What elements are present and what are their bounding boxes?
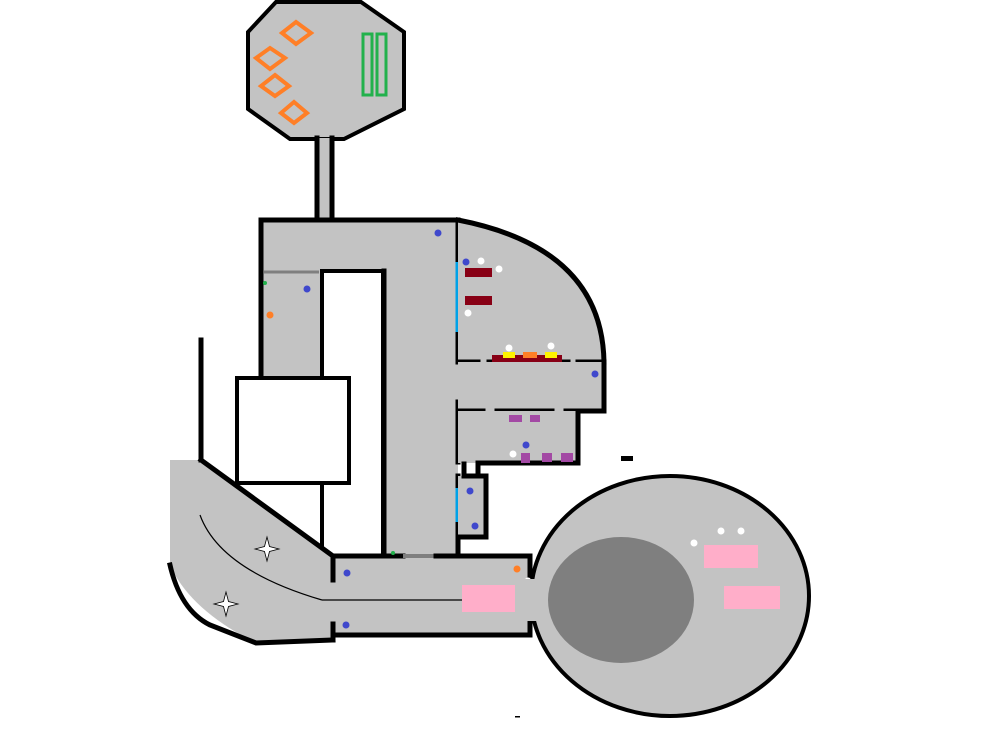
blue-dot-icon (342, 621, 350, 629)
blue-dot-icon (303, 285, 311, 293)
north-corridor (314, 135, 335, 223)
white-square-room (235, 376, 351, 485)
darkred-bar-icon (492, 355, 562, 363)
hexagon-room (246, 0, 406, 141)
orange-diamond-icon (277, 99, 311, 126)
purple-block-icon (530, 415, 540, 422)
white-dot-icon (547, 342, 555, 350)
orange-diamond-icon (252, 45, 289, 72)
east-annex (455, 359, 607, 414)
pink-block-icon (462, 585, 515, 612)
star-icon (212, 590, 240, 618)
blue-dot-icon (591, 370, 599, 378)
southwest-wedge (167, 337, 337, 646)
pink-block-icon (704, 545, 758, 568)
quarter-room (455, 217, 607, 365)
small-closet (455, 461, 489, 540)
white-dot-icon (509, 450, 517, 458)
green-bar-icon (361, 32, 374, 97)
blue-dot-icon (466, 487, 474, 495)
yellow-block-icon (503, 352, 515, 358)
orange-diamond-icon (278, 19, 315, 47)
darkred-bar-icon (465, 268, 492, 277)
orange-block-icon (523, 352, 537, 358)
pink-block-icon (724, 586, 780, 609)
blue-dot-icon (522, 441, 530, 449)
oval-arena (520, 474, 811, 718)
purple-block-icon (542, 453, 552, 462)
blue-dot-icon (343, 569, 351, 577)
purple-block-icon (561, 453, 573, 462)
orange-dot-icon (513, 565, 521, 573)
white-dot-icon (737, 527, 745, 535)
marker-icon (621, 456, 633, 461)
orange-diamond-icon (257, 72, 293, 99)
orange-dot-icon (266, 311, 274, 319)
white-dot-icon (690, 539, 698, 547)
white-dot-icon (477, 257, 485, 265)
south-corridor (322, 551, 533, 643)
purple-room (458, 408, 581, 479)
blue-dot-icon (462, 258, 470, 266)
central-pit (548, 537, 694, 663)
star-icon (253, 535, 281, 563)
purple-block-icon (521, 453, 530, 463)
darkred-bar-icon (465, 296, 492, 305)
green-bar-icon (375, 32, 388, 97)
blue-dot-icon (471, 522, 479, 530)
blue-dot-icon (434, 229, 442, 237)
marker-icon (515, 716, 520, 718)
white-dot-icon (495, 265, 503, 273)
yellow-block-icon (545, 352, 557, 358)
purple-block-icon (509, 415, 522, 422)
white-dot-icon (505, 344, 513, 352)
white-dot-icon (717, 527, 725, 535)
green-dot-icon (263, 281, 267, 285)
white-dot-icon (464, 309, 472, 317)
green-dot-icon (391, 551, 395, 555)
